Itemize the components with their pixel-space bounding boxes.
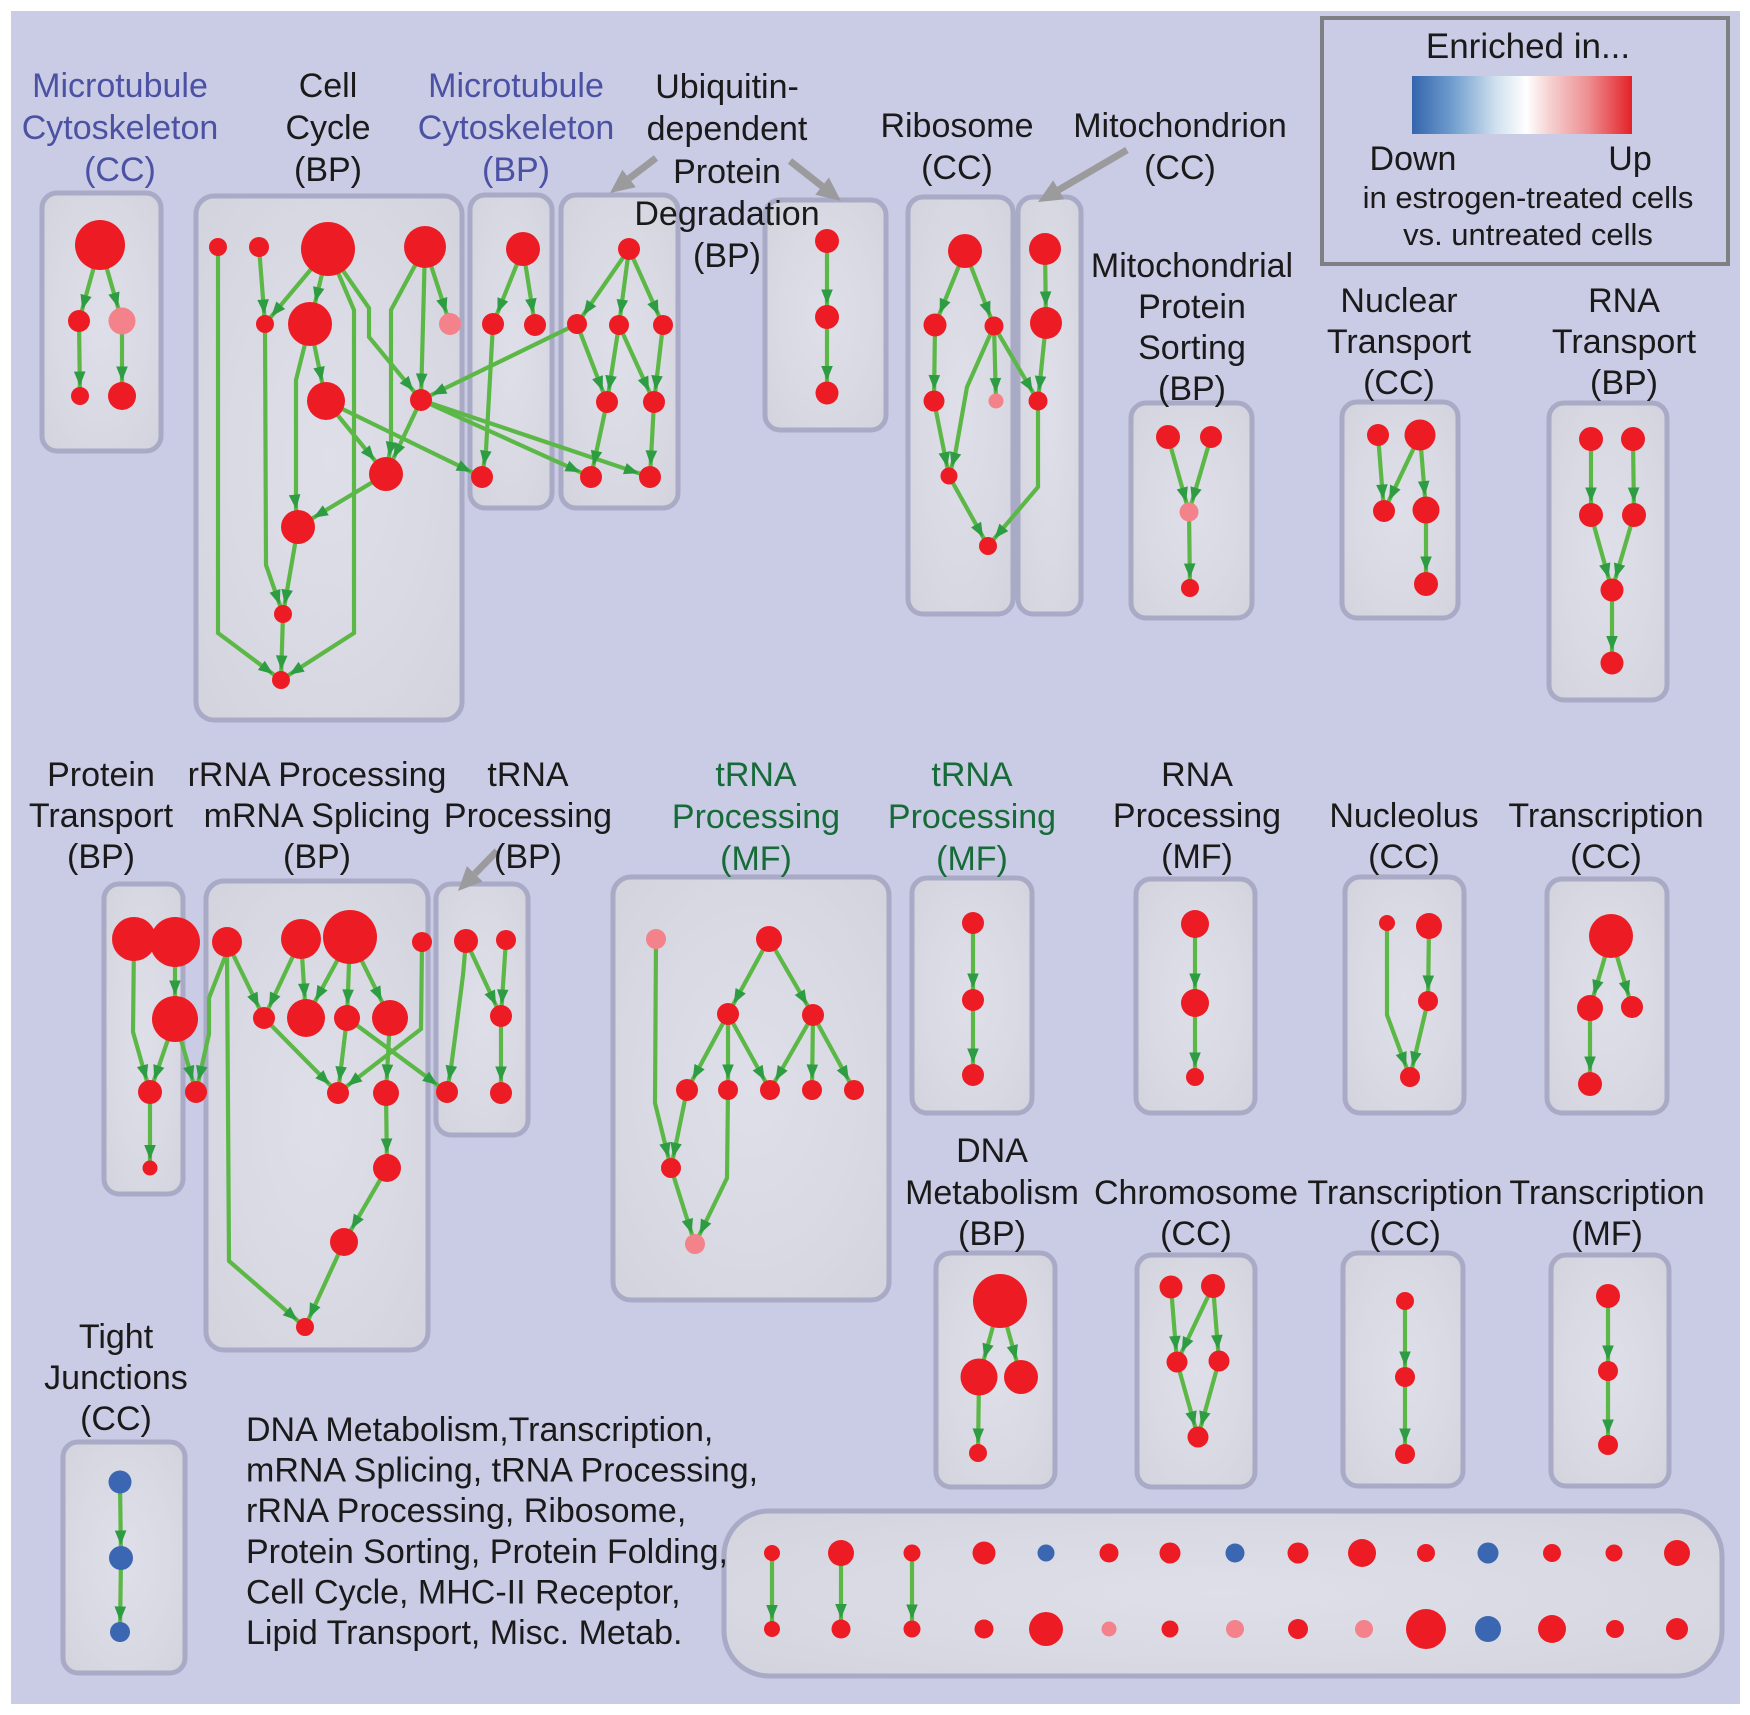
svg-text:Microtubule: Microtubule	[428, 67, 604, 105]
svg-text:Junctions: Junctions	[44, 1359, 188, 1397]
svg-text:Transport: Transport	[29, 797, 174, 835]
svg-text:(CC): (CC)	[1160, 1215, 1232, 1253]
svg-text:Cytoskeleton: Cytoskeleton	[22, 109, 219, 147]
svg-text:Cycle: Cycle	[285, 109, 370, 147]
svg-text:(CC): (CC)	[1144, 149, 1216, 187]
svg-text:in estrogen-treated cells: in estrogen-treated cells	[1363, 180, 1694, 215]
svg-text:Tight: Tight	[79, 1318, 154, 1356]
svg-text:Mitochondrion: Mitochondrion	[1073, 107, 1287, 145]
svg-text:Protein: Protein	[1138, 288, 1246, 326]
svg-text:Degradation: Degradation	[634, 195, 819, 233]
svg-text:Up: Up	[1608, 140, 1651, 178]
svg-text:(BP): (BP)	[693, 237, 761, 275]
svg-text:tRNA: tRNA	[931, 756, 1013, 794]
svg-text:Processing: Processing	[888, 798, 1056, 836]
svg-text:Metabolism: Metabolism	[905, 1174, 1079, 1212]
svg-text:(MF): (MF)	[720, 840, 792, 878]
svg-text:(BP): (BP)	[294, 151, 362, 189]
svg-text:dependent: dependent	[647, 110, 808, 148]
svg-text:rRNA Processing: rRNA Processing	[188, 756, 447, 794]
svg-text:(CC): (CC)	[1369, 1215, 1441, 1253]
svg-text:Protein Sorting, Protein Foldi: Protein Sorting, Protein Folding,	[246, 1533, 728, 1571]
svg-text:DNA: DNA	[956, 1132, 1028, 1170]
svg-text:(BP): (BP)	[958, 1215, 1026, 1253]
svg-text:Cell: Cell	[299, 67, 358, 105]
svg-text:(MF): (MF)	[1571, 1215, 1643, 1253]
svg-text:Processing: Processing	[444, 797, 612, 835]
svg-text:(MF): (MF)	[1161, 838, 1233, 876]
svg-text:(CC): (CC)	[84, 151, 156, 189]
svg-text:mRNA Splicing, tRNA Processing: mRNA Splicing, tRNA Processing,	[246, 1452, 758, 1490]
svg-text:RNA: RNA	[1588, 282, 1660, 320]
svg-text:Lipid Transport, Misc. Metab.: Lipid Transport, Misc. Metab.	[246, 1614, 683, 1652]
svg-text:Mitochondrial: Mitochondrial	[1091, 247, 1293, 285]
svg-text:rRNA Processing, Ribosome,: rRNA Processing, Ribosome,	[246, 1492, 686, 1530]
svg-text:Cytoskeleton: Cytoskeleton	[418, 109, 615, 147]
svg-text:(CC): (CC)	[1368, 838, 1440, 876]
svg-text:Protein: Protein	[47, 756, 155, 794]
svg-text:Chromosome: Chromosome	[1094, 1174, 1298, 1212]
svg-text:Ribosome: Ribosome	[880, 107, 1033, 145]
svg-text:(BP): (BP)	[482, 151, 550, 189]
svg-text:Ubiquitin-: Ubiquitin-	[655, 68, 799, 106]
svg-text:(CC): (CC)	[1570, 838, 1642, 876]
svg-text:Nuclear: Nuclear	[1340, 282, 1457, 320]
svg-text:Sorting: Sorting	[1138, 329, 1246, 367]
svg-text:(BP): (BP)	[494, 838, 562, 876]
svg-text:Enriched in...: Enriched in...	[1426, 27, 1630, 66]
svg-text:(CC): (CC)	[1363, 364, 1435, 402]
svg-text:tRNA: tRNA	[487, 756, 569, 794]
svg-text:Transport: Transport	[1327, 323, 1472, 361]
svg-text:tRNA: tRNA	[715, 756, 797, 794]
svg-text:(BP): (BP)	[67, 838, 135, 876]
svg-text:(CC): (CC)	[921, 149, 993, 187]
svg-text:Transport: Transport	[1552, 323, 1697, 361]
svg-text:Protein: Protein	[673, 153, 781, 191]
svg-text:RNA: RNA	[1161, 756, 1233, 794]
svg-text:Processing: Processing	[672, 798, 840, 836]
svg-text:DNA Metabolism,Transcription,: DNA Metabolism,Transcription,	[246, 1411, 713, 1449]
svg-text:Microtubule: Microtubule	[32, 67, 208, 105]
svg-text:(MF): (MF)	[936, 840, 1008, 878]
svg-text:vs. untreated cells: vs. untreated cells	[1403, 217, 1653, 252]
svg-text:Processing: Processing	[1113, 797, 1281, 835]
svg-text:Nucleolus: Nucleolus	[1329, 797, 1478, 835]
svg-text:Down: Down	[1370, 140, 1457, 178]
svg-text:(CC): (CC)	[80, 1400, 152, 1438]
svg-text:(BP): (BP)	[283, 838, 351, 876]
svg-text:mRNA Splicing: mRNA Splicing	[204, 797, 431, 835]
svg-text:Transcription: Transcription	[1509, 1174, 1704, 1212]
svg-text:Cell Cycle, MHC-II Receptor,: Cell Cycle, MHC-II Receptor,	[246, 1573, 681, 1611]
svg-text:Transcription: Transcription	[1508, 797, 1703, 835]
svg-text:Transcription: Transcription	[1307, 1174, 1502, 1212]
svg-text:(BP): (BP)	[1590, 364, 1658, 402]
svg-text:(BP): (BP)	[1158, 370, 1226, 408]
